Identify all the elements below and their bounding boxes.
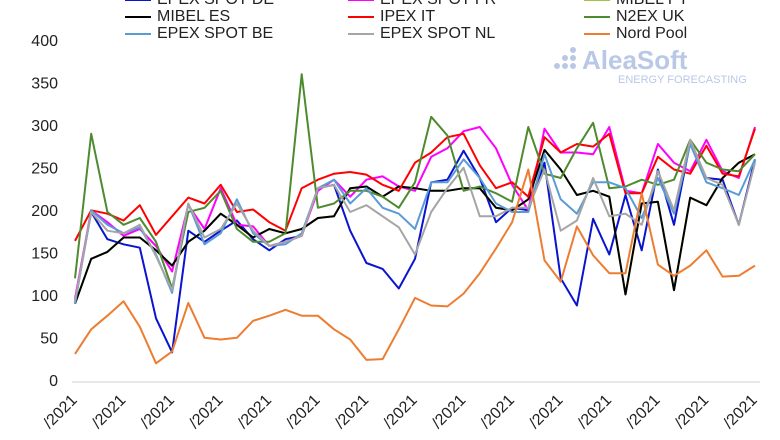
- x-tick-label: /2021: [186, 392, 226, 432]
- legend-label: N2EX UK: [616, 8, 685, 25]
- x-tick-label: /2021: [720, 392, 760, 432]
- x-tick-label: /2021: [575, 392, 615, 432]
- x-tick-label: /2021: [478, 392, 518, 432]
- series-line: [74, 168, 756, 365]
- legend-label: MIBEL ES: [157, 8, 230, 25]
- x-tick-label: /2021: [89, 392, 129, 432]
- y-tick-label: 350: [31, 76, 58, 93]
- x-tick-label: /2021: [429, 392, 469, 432]
- series-line: [74, 141, 756, 354]
- legend-label: EPEX SPOT DE: [157, 0, 274, 8]
- legend-label: MIBEL PT: [616, 0, 689, 8]
- watermark-brand: AleaSoft: [582, 45, 688, 75]
- x-tick-label: /2021: [332, 392, 372, 432]
- x-tick-label: /2021: [40, 392, 80, 432]
- series-line: [74, 126, 756, 299]
- y-tick-label: 150: [31, 246, 58, 263]
- y-tick-label: 0: [49, 373, 58, 390]
- legend-label: EPEX SPOT NL: [380, 25, 495, 42]
- x-tick-label: /2021: [623, 392, 663, 432]
- y-tick-label: 400: [31, 33, 58, 50]
- legend-label: EPEX SPOT FR: [380, 0, 496, 8]
- x-tick-label: /2021: [283, 392, 323, 432]
- y-tick-label: 50: [40, 331, 58, 348]
- y-tick-label: 200: [31, 203, 58, 220]
- logo: [554, 47, 576, 69]
- y-tick-label: 300: [31, 118, 58, 135]
- y-tick-label: 100: [31, 288, 58, 305]
- watermark-tagline: ENERGY FORECASTING: [618, 74, 747, 86]
- legend-label: Nord Pool: [616, 25, 687, 42]
- y-tick-label: 250: [31, 161, 58, 178]
- x-tick-label: /2021: [672, 392, 712, 432]
- x-tick-label: /2021: [526, 392, 566, 432]
- series-line: [74, 148, 756, 305]
- x-tick-label: /2021: [138, 392, 178, 432]
- legend-label: IPEX IT: [380, 8, 435, 25]
- x-tick-label: /2021: [380, 392, 420, 432]
- legend-label: EPEX SPOT BE: [157, 25, 273, 42]
- series-line: [74, 73, 756, 290]
- x-tick-label: /2021: [235, 392, 275, 432]
- series-line: [74, 138, 756, 302]
